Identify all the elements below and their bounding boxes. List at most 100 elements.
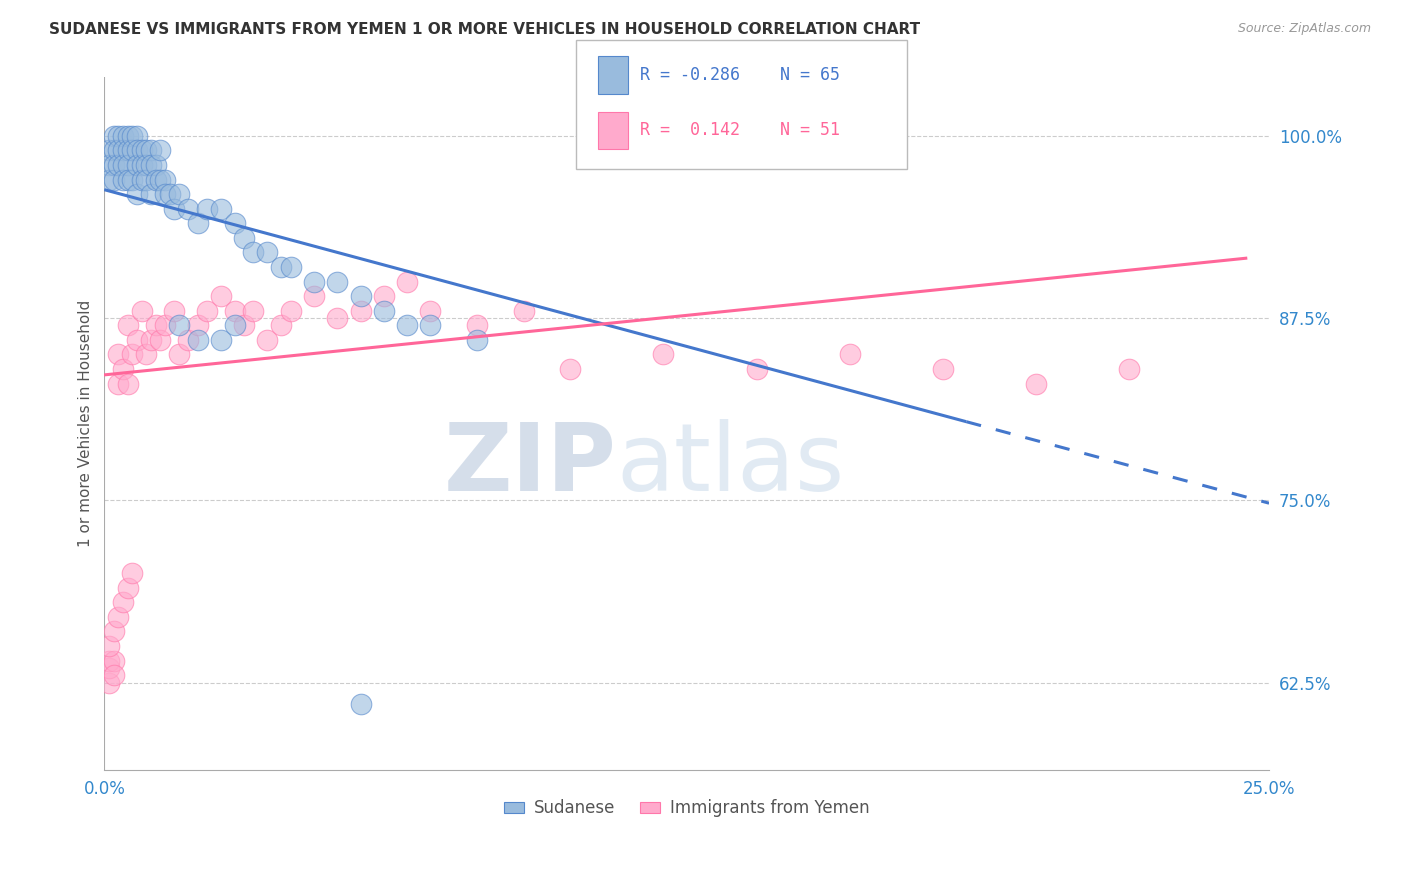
Point: [107, 144, 129, 158]
Point: [1118, 362, 1140, 376]
Point: [121, 128, 143, 143]
Point: [145, 172, 167, 186]
Point: [107, 610, 129, 624]
Point: [125, 187, 148, 202]
Point: [373, 303, 395, 318]
Point: [117, 581, 139, 595]
Point: [256, 245, 278, 260]
Point: [131, 172, 153, 186]
Point: [111, 172, 134, 186]
Point: [149, 333, 172, 347]
Point: [195, 303, 218, 318]
Point: [396, 318, 419, 333]
Point: [159, 187, 181, 202]
Point: [233, 231, 256, 245]
Point: [302, 275, 325, 289]
Point: [125, 128, 148, 143]
Point: [419, 303, 441, 318]
Point: [349, 289, 371, 303]
Point: [139, 187, 162, 202]
Legend: Sudanese, Immigrants from Yemen: Sudanese, Immigrants from Yemen: [498, 793, 876, 824]
Point: [103, 128, 125, 143]
Point: [117, 158, 139, 172]
Point: [135, 144, 157, 158]
Point: [103, 668, 125, 682]
Point: [149, 144, 172, 158]
Point: [117, 144, 139, 158]
Point: [139, 158, 162, 172]
Point: [111, 144, 134, 158]
Point: [103, 158, 125, 172]
Point: [98, 144, 121, 158]
Point: [111, 158, 134, 172]
Point: [111, 595, 134, 609]
Point: [121, 566, 143, 581]
Text: R = -0.286    N = 65: R = -0.286 N = 65: [640, 66, 839, 84]
Point: [224, 318, 246, 333]
Text: R =  0.142    N = 51: R = 0.142 N = 51: [640, 121, 839, 139]
Point: [167, 318, 190, 333]
Point: [125, 144, 148, 158]
Point: [280, 260, 302, 274]
Point: [121, 144, 143, 158]
Point: [224, 216, 246, 230]
Point: [107, 376, 129, 391]
Point: [131, 303, 153, 318]
Point: [465, 318, 488, 333]
Point: [111, 128, 134, 143]
Point: [745, 362, 768, 376]
Point: [1025, 376, 1047, 391]
Point: [125, 158, 148, 172]
Point: [652, 347, 675, 361]
Point: [111, 362, 134, 376]
Point: [98, 675, 121, 690]
Point: [135, 347, 157, 361]
Text: SUDANESE VS IMMIGRANTS FROM YEMEN 1 OR MORE VEHICLES IN HOUSEHOLD CORRELATION CH: SUDANESE VS IMMIGRANTS FROM YEMEN 1 OR M…: [49, 22, 921, 37]
Point: [117, 376, 139, 391]
Point: [145, 318, 167, 333]
Point: [224, 303, 246, 318]
Point: [98, 639, 121, 653]
Point: [103, 624, 125, 639]
Point: [135, 172, 157, 186]
Point: [153, 187, 176, 202]
Text: Source: ZipAtlas.com: Source: ZipAtlas.com: [1237, 22, 1371, 36]
Point: [326, 311, 349, 326]
Point: [121, 347, 143, 361]
Text: atlas: atlas: [617, 419, 845, 511]
Point: [177, 333, 200, 347]
Point: [187, 333, 209, 347]
Point: [163, 303, 186, 318]
Point: [131, 144, 153, 158]
Point: [139, 144, 162, 158]
Point: [270, 318, 292, 333]
Point: [107, 158, 129, 172]
Point: [233, 318, 256, 333]
Point: [242, 303, 264, 318]
Point: [98, 172, 121, 186]
Point: [270, 260, 292, 274]
Point: [177, 202, 200, 216]
Point: [512, 303, 534, 318]
Point: [187, 216, 209, 230]
Point: [349, 698, 371, 712]
Point: [98, 661, 121, 675]
Y-axis label: 1 or more Vehicles in Household: 1 or more Vehicles in Household: [79, 300, 93, 548]
Point: [98, 654, 121, 668]
Point: [107, 347, 129, 361]
Point: [153, 318, 176, 333]
Point: [153, 172, 176, 186]
Point: [103, 172, 125, 186]
Point: [209, 333, 232, 347]
Point: [349, 303, 371, 318]
Point: [117, 172, 139, 186]
Point: [302, 289, 325, 303]
Point: [121, 172, 143, 186]
Point: [373, 289, 395, 303]
Point: [465, 333, 488, 347]
Point: [131, 158, 153, 172]
Point: [139, 333, 162, 347]
Point: [396, 275, 419, 289]
Point: [242, 245, 264, 260]
Point: [209, 289, 232, 303]
